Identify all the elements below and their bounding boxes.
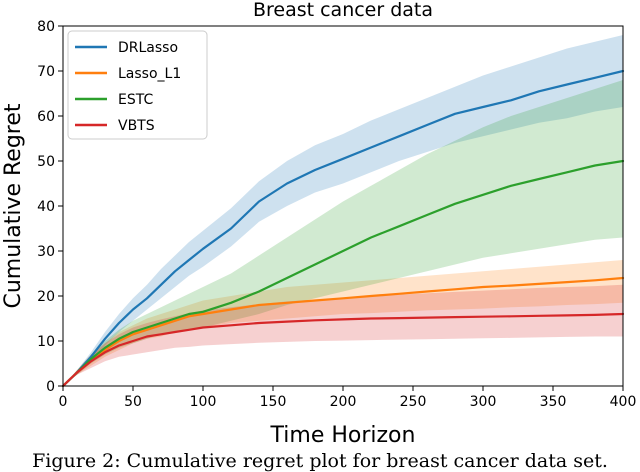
- chart-title: Breast cancer data: [253, 0, 433, 21]
- estc-confidence-band: [63, 80, 623, 386]
- y-axis-label: Cumulative Regret: [1, 103, 26, 308]
- y-tick-label: 40: [37, 199, 55, 215]
- x-tick-label: 0: [59, 394, 68, 410]
- x-tick-label: 400: [610, 394, 637, 410]
- y-tick-label: 30: [37, 244, 55, 260]
- drlasso-line: [61, 69, 625, 388]
- estc-line: [61, 159, 625, 388]
- lasso-l1-confidence-band: [63, 260, 623, 386]
- y-tick-label: 80: [37, 19, 55, 35]
- legend: DRLasso Lasso_L1 ESTC VBTS: [67, 30, 208, 140]
- figure-caption: Figure 2: Cumulative regret plot for bre…: [32, 450, 608, 472]
- x-axis-ticks: 0 50 100 150 200 250 300 350 400: [59, 386, 637, 410]
- x-tick-label: 200: [330, 394, 357, 410]
- x-tick-label: 50: [124, 394, 142, 410]
- x-tick-label: 250: [400, 394, 427, 410]
- y-tick-label: 10: [37, 334, 55, 350]
- y-tick-label: 0: [46, 379, 55, 395]
- y-tick-label: 20: [37, 289, 55, 305]
- legend-frame: [67, 30, 208, 140]
- series-lines: [61, 69, 625, 388]
- y-axis-ticks: 0 10 20 30 40 50 60 70 80: [37, 19, 63, 395]
- lasso-l1-legend-label: Lasso_L1: [118, 66, 181, 82]
- vbts-confidence-band: [63, 284, 623, 386]
- x-axis-label: Time Horizon: [270, 423, 416, 448]
- x-tick-label: 100: [190, 394, 217, 410]
- confidence-bands: [63, 35, 623, 386]
- drlasso-confidence-band: [63, 35, 623, 386]
- estc-legend-label: ESTC: [118, 92, 153, 108]
- lasso-l1-line: [61, 276, 625, 388]
- y-tick-label: 70: [37, 64, 55, 80]
- x-tick-label: 350: [540, 394, 567, 410]
- drlasso-legend-label: DRLasso: [118, 40, 178, 56]
- y-tick-label: 60: [37, 109, 55, 125]
- x-tick-label: 150: [260, 394, 287, 410]
- vbts-legend-label: VBTS: [118, 118, 155, 134]
- vbts-line: [61, 312, 625, 388]
- x-tick-label: 300: [470, 394, 497, 410]
- y-tick-label: 50: [37, 154, 55, 170]
